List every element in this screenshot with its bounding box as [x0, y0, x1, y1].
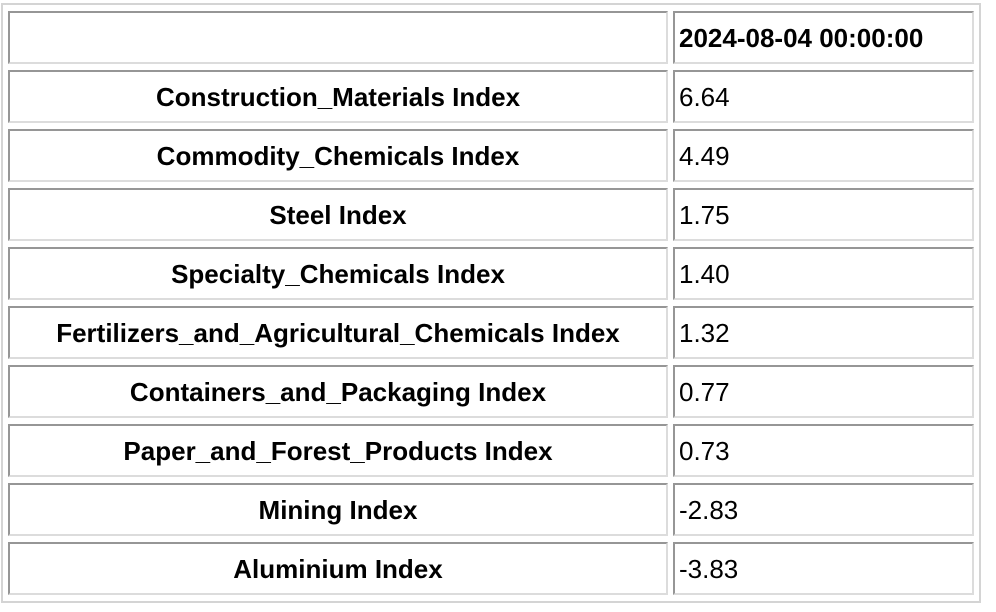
row-label: Containers_and_Packaging Index	[8, 365, 668, 418]
row-label: Mining Index	[8, 483, 668, 536]
row-label: Specialty_Chemicals Index	[8, 247, 668, 300]
header-row: 2024-08-04 00:00:00	[8, 11, 974, 64]
row-value: 1.32	[673, 306, 974, 359]
row-label: Paper_and_Forest_Products Index	[8, 424, 668, 477]
table-row: Aluminium Index -3.83	[8, 542, 974, 595]
index-values-table: 2024-08-04 00:00:00 Construction_Materia…	[1, 3, 981, 603]
row-label: Aluminium Index	[8, 542, 668, 595]
table-row: Specialty_Chemicals Index 1.40	[8, 247, 974, 300]
corner-cell	[8, 11, 668, 64]
row-value: -2.83	[673, 483, 974, 536]
date-column-header: 2024-08-04 00:00:00	[673, 11, 974, 64]
row-value: 1.40	[673, 247, 974, 300]
table-row: Steel Index 1.75	[8, 188, 974, 241]
table-row: Mining Index -2.83	[8, 483, 974, 536]
row-label: Commodity_Chemicals Index	[8, 129, 668, 182]
table-row: Containers_and_Packaging Index 0.77	[8, 365, 974, 418]
table-row: Commodity_Chemicals Index 4.49	[8, 129, 974, 182]
row-label: Construction_Materials Index	[8, 70, 668, 123]
row-value: 6.64	[673, 70, 974, 123]
row-value: 0.73	[673, 424, 974, 477]
table-row: Fertilizers_and_Agricultural_Chemicals I…	[8, 306, 974, 359]
row-label: Steel Index	[8, 188, 668, 241]
row-value: 1.75	[673, 188, 974, 241]
row-value: 0.77	[673, 365, 974, 418]
row-value: -3.83	[673, 542, 974, 595]
row-value: 4.49	[673, 129, 974, 182]
table-row: Construction_Materials Index 6.64	[8, 70, 974, 123]
row-label: Fertilizers_and_Agricultural_Chemicals I…	[8, 306, 668, 359]
table-row: Paper_and_Forest_Products Index 0.73	[8, 424, 974, 477]
